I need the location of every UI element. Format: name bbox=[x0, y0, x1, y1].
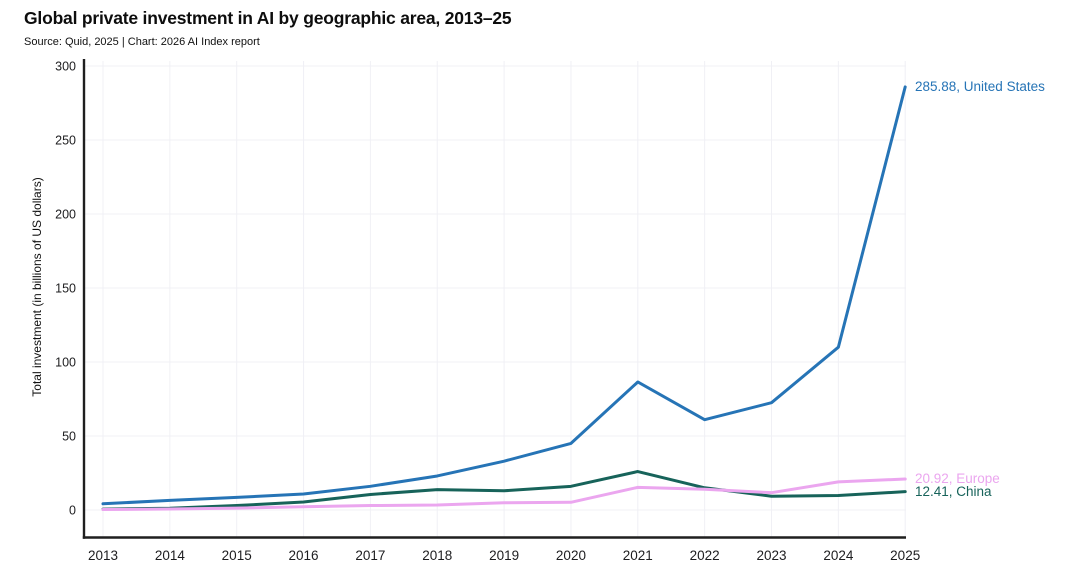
y-tick-label: 0 bbox=[69, 504, 76, 518]
x-tick-label: 2024 bbox=[823, 548, 854, 563]
x-tick-label: 2019 bbox=[489, 548, 519, 563]
x-tick-label: 2020 bbox=[556, 548, 586, 563]
series-end-label-united-states: 285.88, United States bbox=[915, 78, 1045, 94]
y-tick-label: 100 bbox=[55, 356, 76, 370]
y-tick-label: 300 bbox=[55, 60, 76, 74]
y-tick-label: 50 bbox=[62, 430, 76, 444]
x-tick-label: 2025 bbox=[890, 548, 920, 563]
series-line-united-states bbox=[101, 85, 907, 506]
x-tick-label: 2022 bbox=[690, 548, 720, 563]
x-tick-label: 2021 bbox=[623, 548, 653, 563]
series-end-label-europe: 20.92, Europe bbox=[915, 471, 1000, 487]
x-tick-label: 2023 bbox=[756, 548, 786, 563]
x-tick-label: 2015 bbox=[222, 548, 252, 563]
x-tick-label: 2016 bbox=[289, 548, 319, 563]
x-tick-label: 2014 bbox=[155, 548, 186, 563]
chart-subtitle: Source: Quid, 2025 | Chart: 2026 AI Inde… bbox=[24, 36, 260, 48]
y-tick-label: 250 bbox=[55, 134, 76, 148]
series-line-europe bbox=[101, 477, 907, 512]
x-tick-label: 2017 bbox=[355, 548, 385, 563]
series-line-china bbox=[101, 470, 907, 511]
series-end-label-china: 12.41, China bbox=[915, 483, 992, 499]
x-tick-label: 2013 bbox=[88, 548, 118, 563]
chart-title: Global private investment in AI by geogr… bbox=[24, 8, 512, 28]
y-tick-label: 150 bbox=[55, 282, 76, 296]
y-tick-label: 200 bbox=[55, 208, 76, 222]
x-tick-label: 2018 bbox=[422, 548, 452, 563]
